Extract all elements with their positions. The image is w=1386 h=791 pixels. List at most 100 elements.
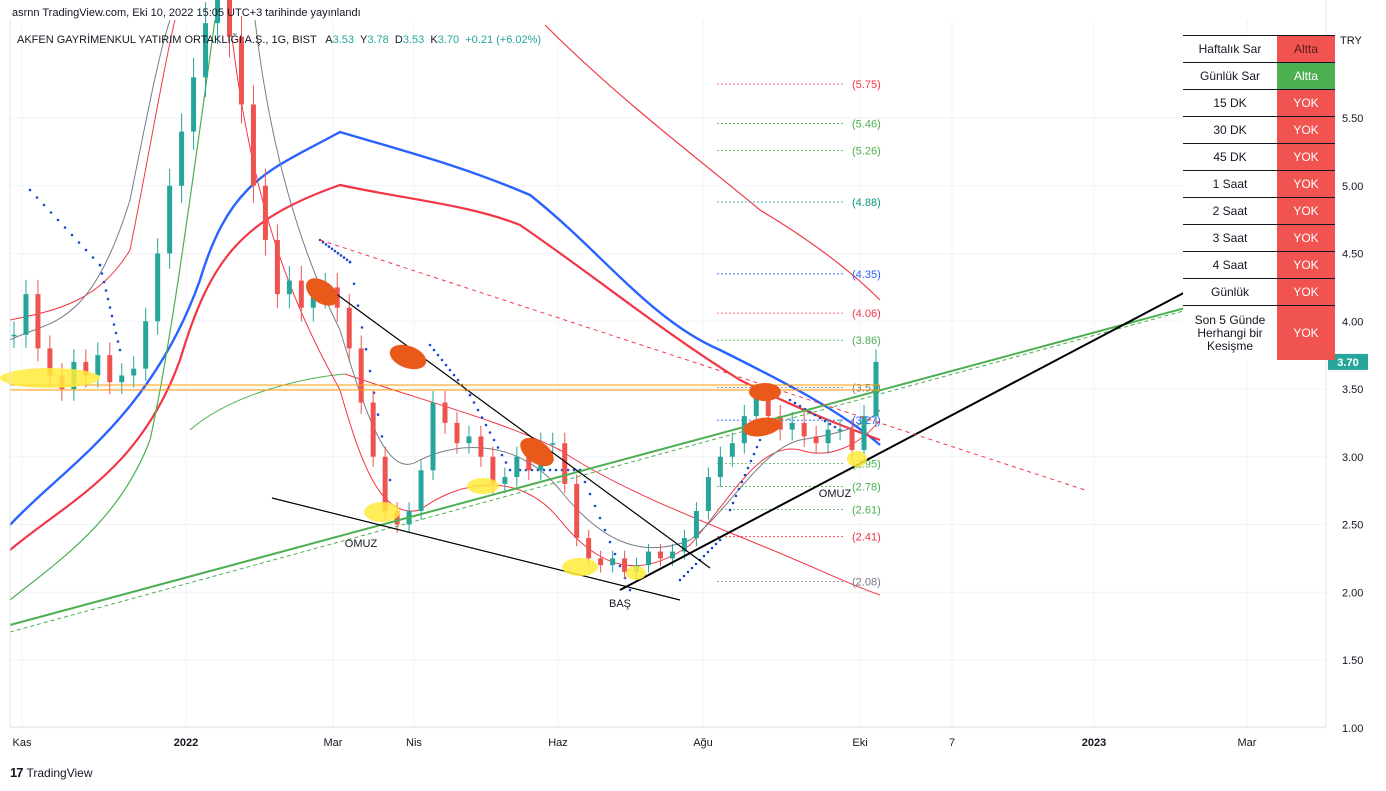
sar-dot [348,260,352,264]
candle-body [502,477,508,484]
highlight-ellipse-yellow [847,451,867,467]
signal-name: 4 Saat [1183,251,1277,279]
candle-body [514,456,520,478]
signal-row: 3 Saat YOK [1183,224,1335,252]
candle-body [107,355,113,383]
sar-dot [339,254,343,257]
highlight-ellipse-yellow [626,566,646,580]
tradingview-brand[interactable]: 17 TradingView [10,765,93,780]
axes: 5.50 5.00 4.50 4.00 3.50 3.00 2.50 2.00 1.50 1.00… [9,0,1368,749]
symbol-name[interactable]: AKFEN GAYRİMENKUL YATIRIM ORTAKLIĞI A.Ş.… [17,34,317,46]
y-tick-label: 1.00 [1342,723,1363,735]
signal-name: 30 DK [1183,116,1277,144]
sar-dot [472,401,476,404]
candle-body [95,355,101,376]
highlight-ellipse-yellow [364,502,400,522]
highlight-ellipse-orange [520,437,554,467]
low-label: D [394,34,403,46]
y-tick-label: 4.50 [1342,249,1363,261]
sar-dot [593,504,597,508]
signal-status: YOK [1277,116,1335,144]
sar-dot [728,508,732,512]
candle-body [801,422,807,437]
candle-body [765,395,771,417]
fib-label: (4.06) [852,308,881,320]
candle-body [669,551,675,559]
low-value: 3.53 [402,34,425,46]
open-label: A [325,34,333,46]
sar-dot [743,473,747,477]
candle-body [454,422,460,444]
candle-body [837,429,843,432]
signal-name: 3 Saat [1183,224,1277,252]
candle-body [658,551,663,559]
sar-dot [686,570,690,574]
fib-label: (2.41) [852,532,881,544]
downtrend-line [319,281,711,569]
highlight-ellipse-yellow [467,478,499,494]
close-value: 3.70 [437,34,460,46]
sar-dot [583,480,587,484]
signal-status: YOK [1277,197,1335,225]
signal-row: 45 DK YOK [1183,143,1335,171]
x-tick-label: Mar [1238,737,1257,749]
fib-label: (2.08) [852,576,881,588]
sar-dot [63,226,67,229]
candle-body [550,443,556,445]
tradingview-logo-icon: 17 [10,765,24,780]
sar-dot [628,588,632,592]
signal-name: 1 Saat [1183,170,1277,198]
sar-dot [118,348,122,352]
sar-dot [798,404,802,408]
sar-dot [710,546,714,550]
signal-name: 45 DK [1183,143,1277,171]
x-tick-label: 2023 [1082,737,1106,749]
sar-dot [333,249,337,253]
signal-status: YOK [1277,143,1335,171]
sar-dot [566,468,570,472]
candle-body [382,456,388,511]
signal-status: YOK [1277,278,1335,306]
y-tick-label: 4.00 [1342,316,1363,328]
sar-dot [452,373,456,377]
sar-dot [468,393,472,397]
sar-dot [554,468,558,472]
candle-body [418,470,424,511]
candle-body [490,456,496,484]
sar-dot [444,363,448,367]
candle-body [813,436,819,444]
candle-body [11,334,17,337]
sar-dot [327,245,331,248]
candle-body [394,510,400,525]
highlight-ellipse-orange [305,278,339,306]
signal-row: Günlük Sar Altta [1183,62,1335,90]
sar-dot [548,468,552,472]
sar-dot [734,494,738,498]
gray-ma-line [9,19,881,549]
sar-dot [731,501,735,505]
x-tick-label: Mar [324,737,343,749]
sar-dot [388,478,392,482]
sar-dot [702,554,706,558]
sar-dot [342,256,346,259]
moving-averages [9,19,881,601]
x-tick-label: 2022 [174,737,198,749]
candle-body [466,436,472,444]
signal-row: 15 DK YOK [1183,89,1335,117]
sar-dot [598,516,602,520]
fib-label: (2.78) [852,482,881,494]
y-tick-label: 2.50 [1342,520,1363,532]
sar-dot [737,487,741,491]
candle-body [789,422,795,430]
signal-name: 2 Saat [1183,197,1277,225]
sar-dot [112,323,116,326]
drawings: OMUZ BAŞ OMUZ [0,217,1327,633]
fib-levels: (5.75) (5.46) (5.26) (4.88) (4.35) (4.06) (3.8… [717,79,881,588]
y-tick-label: 5.00 [1342,181,1363,193]
candle-body [646,551,652,566]
signal-row: Günlük YOK [1183,278,1335,306]
candle-body [442,402,448,423]
candle-body [227,0,232,37]
